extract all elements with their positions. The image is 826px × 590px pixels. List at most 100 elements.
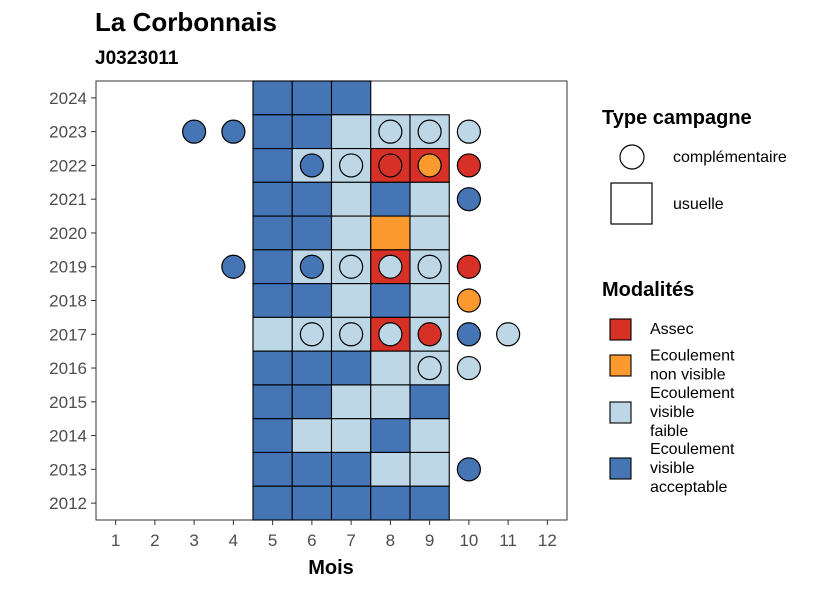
complementaire-point — [456, 457, 481, 482]
y-tick-label: 2018 — [49, 292, 87, 311]
usuelle-tile — [252, 181, 293, 217]
usuelle-tile — [370, 215, 411, 251]
legend-key-assec — [609, 318, 632, 341]
usuelle-tile — [252, 114, 293, 150]
complementaire-point — [456, 153, 481, 178]
usuelle-tile — [252, 350, 293, 386]
legend-circle-key — [619, 144, 645, 170]
complementaire-point — [221, 119, 246, 144]
x-tick-label: 6 — [307, 531, 316, 550]
x-tick-label: 4 — [229, 531, 238, 550]
usuelle-tile — [252, 384, 293, 420]
usuelle-tile — [291, 350, 333, 386]
x-tick-label: 12 — [538, 531, 557, 550]
usuelle-tile — [330, 384, 372, 420]
y-tick-label: 2022 — [49, 156, 87, 175]
y-tick-label: 2012 — [49, 494, 87, 513]
usuelle-tile — [409, 451, 450, 487]
usuelle-tile — [252, 418, 293, 454]
usuelle-tile — [252, 283, 293, 318]
chart-subtitle: J0323011 — [95, 48, 179, 69]
usuelle-tile — [252, 215, 293, 251]
x-axis: 1 2 3 4 5 6 7 8 9 10 11 12 — [111, 520, 557, 550]
usuelle-tile — [252, 147, 293, 183]
usuelle-tile — [291, 215, 333, 251]
y-tick-label: 2024 — [49, 89, 87, 108]
complementaire-point — [417, 119, 442, 144]
y-tick-label: 2015 — [49, 393, 87, 412]
legend-label-ecoulement-visible-acceptable: Ecoulement visible acceptable — [650, 441, 735, 496]
x-axis-title: Mois — [308, 557, 354, 579]
complementaire-point — [339, 153, 364, 178]
y-tick-label: 2021 — [49, 190, 87, 209]
usuelle-tile — [252, 451, 293, 487]
complementaire-point — [417, 153, 442, 178]
legend-type-title: Type campagne — [602, 107, 752, 129]
complementaire-point — [417, 322, 442, 347]
y-tick-label: 2023 — [49, 123, 87, 142]
complementaire-point — [496, 322, 521, 347]
usuelle-tile — [252, 316, 293, 352]
usuelle-tile — [370, 451, 411, 487]
complementaire-point — [456, 355, 481, 381]
usuelle-tile — [330, 283, 372, 318]
usuelle-tile — [409, 485, 450, 521]
usuelle-tile — [291, 283, 333, 318]
x-tick-label: 1 — [111, 531, 120, 550]
complementaire-point — [339, 322, 364, 347]
legend-label-ecoulement-non-visible: Ecoulement non visible — [650, 348, 735, 384]
complementaire-point — [378, 322, 403, 347]
x-tick-label: 10 — [459, 531, 478, 550]
complementaire-point — [221, 254, 246, 279]
x-tick-label: 8 — [386, 531, 395, 550]
complementaire-point — [456, 187, 481, 212]
x-tick-label: 11 — [499, 531, 517, 550]
y-tick-label: 2019 — [49, 258, 87, 277]
complementaire-point — [182, 119, 207, 144]
y-tick-label: 2013 — [49, 460, 87, 479]
x-tick-label: 7 — [346, 531, 355, 550]
usuelle-tiles — [252, 80, 450, 521]
usuelle-tile — [370, 384, 411, 420]
complementaire-point — [456, 288, 481, 313]
legend-label-ecoulement-visible-faible: Ecoulement visible faible — [650, 385, 735, 440]
usuelle-tile — [330, 80, 372, 116]
legend-type-label-complementaire: complémentaire — [673, 149, 787, 166]
usuelle-tile — [370, 283, 411, 318]
legend-square-key — [610, 182, 653, 225]
complementaire-point — [417, 355, 442, 381]
usuelle-tile — [291, 451, 333, 487]
complementaire-point — [299, 322, 324, 347]
y-tick-label: 2020 — [49, 224, 87, 243]
complementaire-point — [417, 254, 442, 279]
x-tick-label: 5 — [268, 531, 277, 550]
usuelle-tile — [291, 418, 333, 454]
usuelle-tile — [409, 384, 450, 420]
usuelle-tile — [330, 350, 372, 386]
x-tick-label: 9 — [425, 531, 434, 550]
usuelle-tile — [409, 181, 450, 217]
chart-title: La Corbonnais — [95, 7, 277, 37]
y-axis: 2012 2013 2014 2015 2016 2017 2018 2019 2020 2021… — [49, 89, 96, 513]
usuelle-tile — [330, 418, 372, 454]
usuelle-tile — [330, 485, 372, 521]
usuelle-tile — [291, 181, 333, 217]
usuelle-tile — [252, 485, 293, 521]
usuelle-tile — [370, 350, 411, 386]
legend-type-campagne: Type campagne complémentaire usuelle — [602, 107, 787, 225]
usuelle-tile — [252, 80, 293, 116]
usuelle-tile — [409, 418, 450, 454]
complementaire-point — [378, 119, 403, 144]
usuelle-tile — [330, 181, 372, 217]
complementaire-point — [339, 254, 364, 279]
usuelle-tile — [409, 215, 450, 251]
y-tick-label: 2016 — [49, 359, 87, 378]
y-tick-label: 2017 — [49, 325, 87, 344]
usuelle-tile — [370, 181, 411, 217]
complementaire-point — [456, 254, 481, 279]
complementaire-points — [182, 119, 521, 482]
legend-key-ecoulement-non-visible — [609, 354, 632, 377]
legend-label-assec: Assec — [650, 321, 694, 338]
